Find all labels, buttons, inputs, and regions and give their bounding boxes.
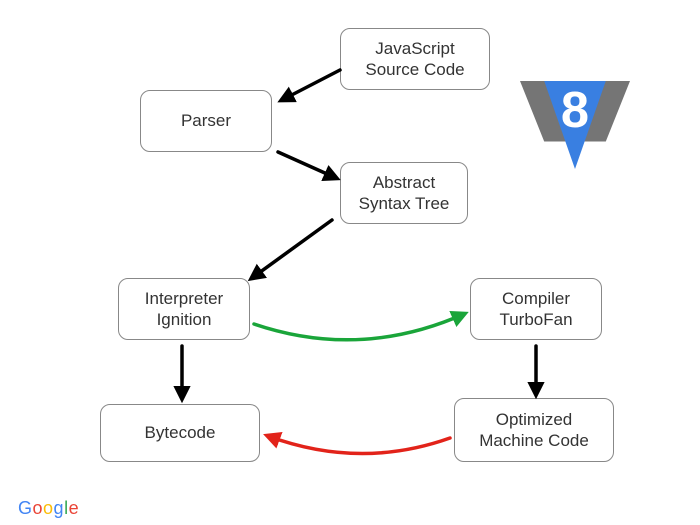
svg-text:8: 8 bbox=[561, 81, 589, 138]
google-logo-letter: o bbox=[43, 498, 54, 519]
node-label: OptimizedMachine Code bbox=[479, 409, 589, 452]
node-label: CompilerTurboFan bbox=[499, 288, 572, 331]
v8-logo-icon: 8 bbox=[520, 70, 630, 180]
google-logo-letter: G bbox=[18, 498, 33, 519]
node-label: JavaScriptSource Code bbox=[365, 38, 464, 81]
edge-interpreter-to-compiler bbox=[254, 314, 464, 340]
node-js-source: JavaScriptSource Code bbox=[340, 28, 490, 90]
node-compiler: CompilerTurboFan bbox=[470, 278, 602, 340]
edge-parser-to-ast bbox=[278, 152, 336, 178]
node-label: InterpreterIgnition bbox=[145, 288, 223, 331]
node-label: Parser bbox=[181, 110, 231, 131]
node-label: Bytecode bbox=[145, 422, 216, 443]
edge-optimized-to-bytecode bbox=[268, 436, 450, 454]
node-ast: AbstractSyntax Tree bbox=[340, 162, 468, 224]
google-logo-letter: o bbox=[33, 498, 44, 519]
google-logo: Google bbox=[18, 498, 79, 519]
google-logo-letter: e bbox=[69, 498, 80, 519]
node-parser: Parser bbox=[140, 90, 272, 152]
node-bytecode: Bytecode bbox=[100, 404, 260, 462]
google-logo-letter: g bbox=[54, 498, 65, 519]
node-optimized: OptimizedMachine Code bbox=[454, 398, 614, 462]
edge-ast-to-interpreter bbox=[252, 220, 332, 278]
edge-js_source-to-parser bbox=[282, 70, 340, 100]
node-label: AbstractSyntax Tree bbox=[359, 172, 450, 215]
node-interpreter: InterpreterIgnition bbox=[118, 278, 250, 340]
